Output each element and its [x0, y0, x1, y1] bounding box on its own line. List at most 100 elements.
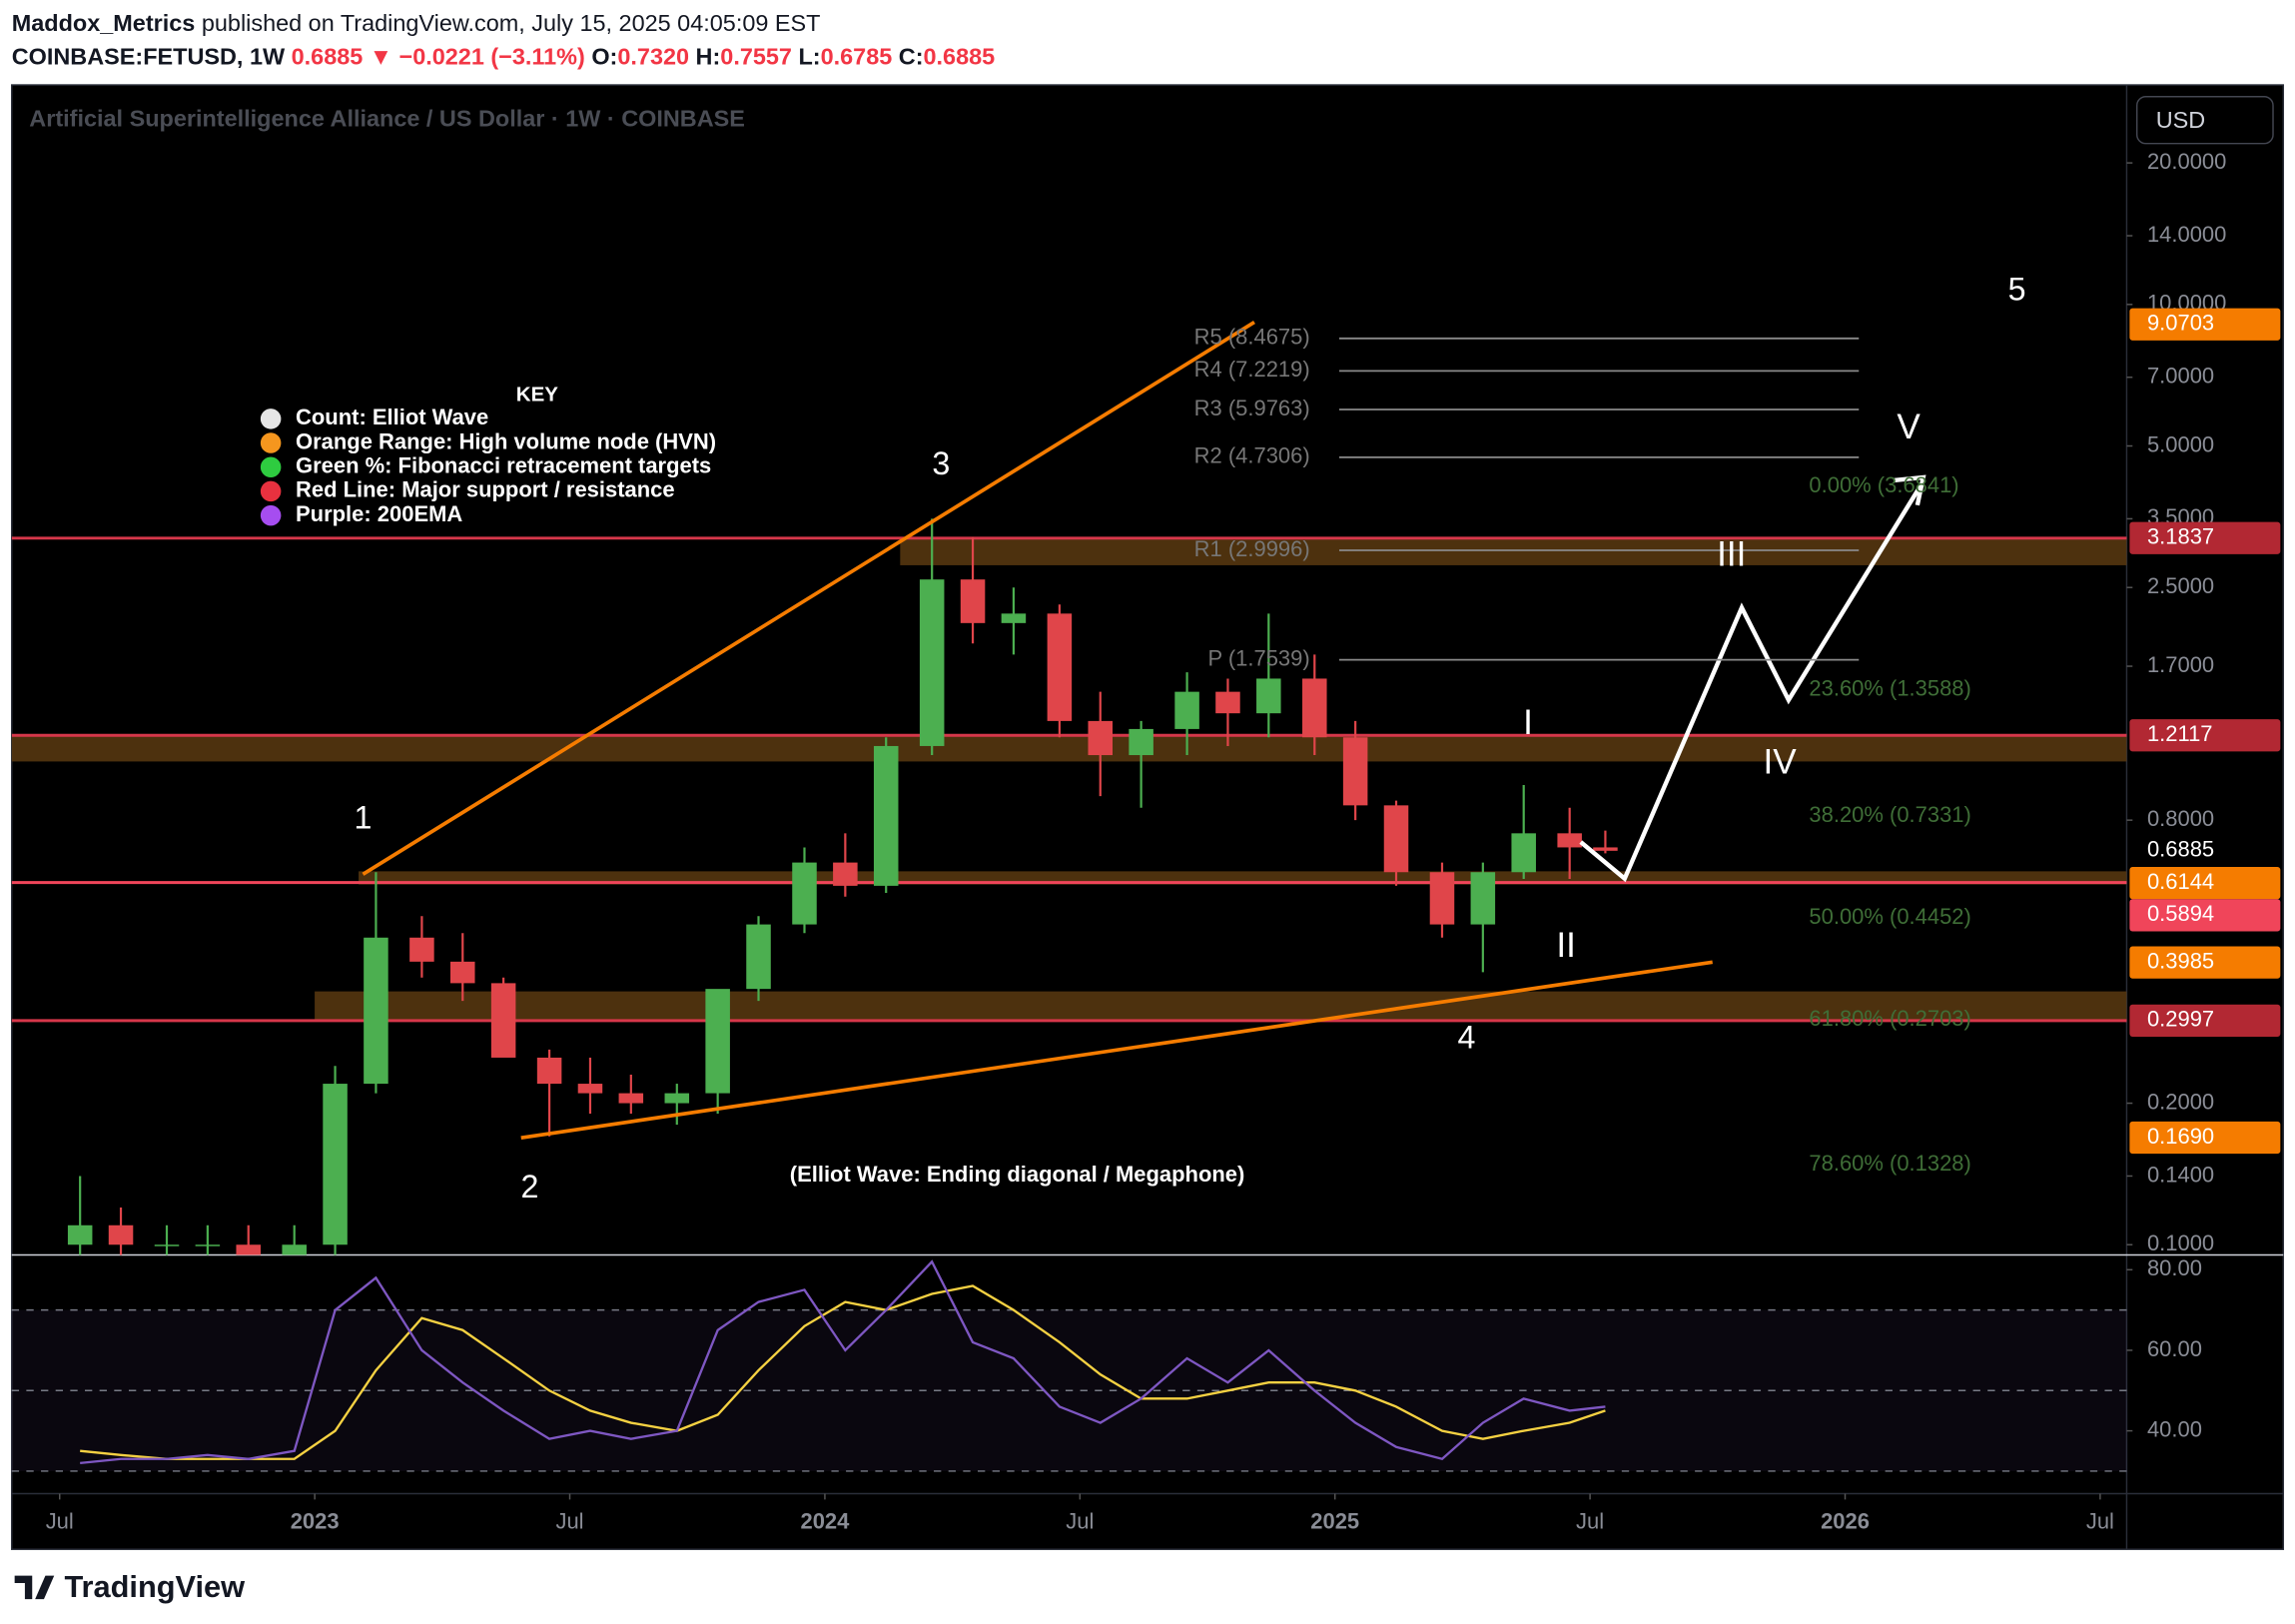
quote-part: 0.6885 ▼ −0.0221 (−3.11%)	[292, 44, 592, 70]
lower-trendline	[520, 960, 1713, 1141]
annotations: R5 (8.4675) R4 (7.2219) R3 (5.9763) R2 (4.7…	[260, 271, 2026, 1205]
price-tag	[2129, 946, 2281, 979]
key-item: Green %: Fibonacci retracement targets	[296, 453, 711, 478]
wave-label: 3	[932, 445, 950, 481]
quote-part: L:	[798, 44, 820, 70]
candle-body	[1174, 691, 1199, 729]
key-item: Count: Elliot Wave	[296, 405, 488, 429]
price-tag	[2129, 308, 2281, 341]
candle-body	[364, 937, 388, 1085]
wave-label: 2	[521, 1169, 539, 1205]
chart-title: Artificial Superintelligence Alliance / …	[29, 105, 745, 131]
brand-name: TradingView	[64, 1569, 245, 1604]
candle-body	[1256, 678, 1281, 714]
quote-part: 0.6785	[821, 44, 899, 70]
quote-part: 0.7557	[720, 44, 798, 70]
quote-line: COINBASE:FETUSD, 1W 0.6885 ▼ −0.0221 (−3…	[12, 44, 995, 70]
y-tick-label: 0.1000	[2147, 1230, 2214, 1255]
rsi-signal-line	[80, 1284, 1606, 1460]
y-tick-label: 0.2000	[2147, 1089, 2214, 1114]
x-tick-label: Jul	[46, 1509, 74, 1534]
candle-body	[450, 961, 475, 984]
price-tag-label: 0.3985	[2147, 948, 2214, 973]
candle-body	[1593, 847, 1618, 851]
quote-part: C:	[899, 44, 924, 70]
candle-body	[67, 1224, 93, 1245]
currency-button[interactable]	[2135, 96, 2274, 145]
fib-label: 38.20% (0.7331)	[1809, 802, 1970, 827]
candle-body	[536, 1057, 562, 1085]
key-item: Purple: 200EMA	[296, 501, 462, 526]
wave-label: III	[1717, 534, 1746, 573]
wave-label: 5	[2008, 271, 2026, 307]
pivot-label: R5 (8.4675)	[1194, 325, 1310, 350]
wave-label: I	[1523, 703, 1533, 742]
hvn-zone	[11, 736, 2127, 762]
pivot-label: R3 (5.9763)	[1194, 396, 1310, 420]
x-tick-label: 2025	[1310, 1509, 1359, 1534]
key-dot	[260, 504, 282, 526]
key-dot	[260, 456, 282, 477]
publish-line: Maddox_Metrics published on TradingView.…	[12, 10, 821, 36]
y-tick-label: 20.0000	[2147, 149, 2226, 174]
rsi-tick-label: 80.00	[2147, 1255, 2202, 1280]
y-tick-label: 14.0000	[2147, 222, 2226, 247]
candle-body	[409, 937, 434, 962]
fib-label: 23.60% (1.3588)	[1809, 676, 1970, 701]
axes: 20.000014.000010.00007.00005.00003.50002…	[46, 149, 2281, 1534]
candle-body	[873, 745, 899, 886]
chart-area	[10, 84, 2285, 1550]
price-tag-label: 0.5894	[2147, 901, 2214, 926]
wave-label: IV	[1764, 743, 1798, 782]
candle-body	[746, 924, 771, 990]
candle-body	[577, 1084, 603, 1094]
x-tick-label: Jul	[1066, 1509, 1094, 1534]
key-dot	[260, 408, 282, 429]
published: published on TradingView.com, July 15, 2…	[195, 10, 820, 36]
pivot-label: R4 (7.2219)	[1194, 357, 1310, 382]
key-dot	[260, 432, 282, 453]
quote-part: 0.7320	[617, 44, 695, 70]
price-tag-label: 1.2117	[2147, 721, 2213, 746]
rsi-tick-label: 40.00	[2147, 1416, 2202, 1441]
quote-part: H:	[696, 44, 721, 70]
candle-body	[705, 989, 730, 1094]
fib-label: 0.00% (3.6841)	[1809, 472, 1958, 497]
drawings	[362, 321, 1926, 1141]
y-tick-label: 2.5000	[2147, 573, 2214, 598]
upper-trendline	[362, 321, 1255, 876]
key-dot	[260, 480, 282, 502]
candles	[67, 518, 1618, 1255]
currency-label: USD	[2156, 107, 2205, 133]
price-tag	[2129, 1004, 2281, 1037]
price-tag-label: 3.1837	[2147, 524, 2214, 549]
candle-body	[1001, 613, 1027, 623]
y-tick-label: 7.0000	[2147, 364, 2214, 389]
pivot-label: R2 (4.7306)	[1194, 443, 1310, 468]
price-tag-label: 9.0703	[2147, 311, 2214, 336]
candle-body	[960, 579, 986, 623]
price-tag	[2129, 1121, 2281, 1155]
key-title: KEY	[516, 383, 558, 406]
candle-body	[1557, 833, 1582, 848]
candle-body	[1129, 728, 1153, 756]
price-tag	[2129, 719, 2281, 752]
candle-body	[833, 862, 858, 886]
pivot-label: R1 (2.9996)	[1194, 536, 1310, 561]
rsi-pane: 80.00 60.00 40.00	[11, 1255, 2202, 1472]
candle-body	[1429, 872, 1455, 925]
candle-body	[1511, 833, 1536, 873]
wave-label: V	[1897, 407, 1920, 446]
x-tick-label: Jul	[2086, 1509, 2114, 1534]
candle-body	[108, 1224, 134, 1245]
rsi-tick-label: 60.00	[2147, 1336, 2202, 1361]
projection-path	[1579, 484, 1922, 883]
fib-label: 61.80% (0.2703)	[1809, 1006, 1970, 1031]
candle-body	[282, 1244, 307, 1255]
wave-label: II	[1556, 926, 1576, 965]
candle-body	[618, 1093, 644, 1104]
wave-label: 1	[354, 800, 372, 836]
fib-label: 50.00% (0.4452)	[1809, 904, 1970, 929]
hvn-zones	[11, 537, 2127, 1021]
author[interactable]: Maddox_Metrics	[12, 10, 196, 36]
